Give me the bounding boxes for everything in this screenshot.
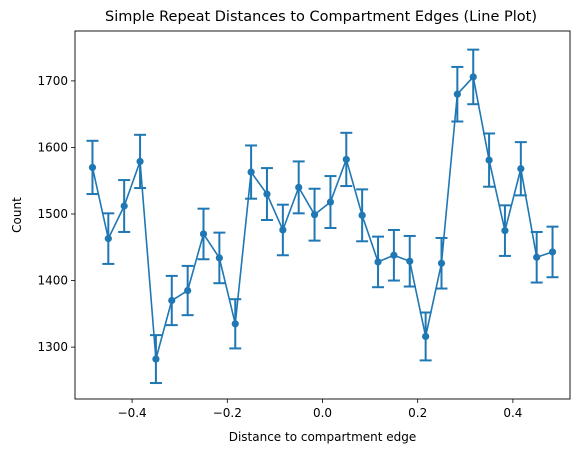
data-point xyxy=(184,286,192,295)
plot-area xyxy=(86,48,559,385)
data-point xyxy=(279,226,287,234)
plot-frame xyxy=(74,30,571,400)
data-point xyxy=(88,163,97,172)
data-point xyxy=(533,253,541,261)
x-tick-label: −0.2 xyxy=(213,406,242,420)
data-point xyxy=(120,202,128,210)
x-tick-label: 0.4 xyxy=(503,406,522,420)
data-point xyxy=(485,156,493,164)
data-point xyxy=(215,254,223,262)
chart-title: Simple Repeat Distances to Compartment E… xyxy=(105,9,537,25)
data-point xyxy=(263,190,271,198)
x-tick-label: 0.2 xyxy=(408,406,427,420)
data-point xyxy=(437,259,446,267)
data-point xyxy=(548,248,557,256)
data-point xyxy=(104,235,112,243)
y-tick-label: 1700 xyxy=(37,74,68,88)
series-line xyxy=(91,76,553,360)
y-tick-label: 1600 xyxy=(37,140,68,154)
data-point xyxy=(326,198,335,206)
x-tick-label: −0.4 xyxy=(118,406,147,420)
data-point xyxy=(390,251,398,259)
y-axis: 1300 1400 1500 1600 1700 xyxy=(37,74,75,354)
data-point xyxy=(453,90,461,98)
data-point xyxy=(422,332,430,341)
y-tick-label: 1300 xyxy=(37,340,68,354)
y-axis-title: Count xyxy=(10,197,24,233)
data-point xyxy=(199,230,208,238)
data-point xyxy=(247,168,255,176)
x-tick-label: 0.0 xyxy=(313,406,332,420)
data-point xyxy=(342,155,350,164)
data-point xyxy=(310,211,319,219)
data-point xyxy=(295,183,303,191)
y-tick-label: 1400 xyxy=(37,274,68,288)
data-point xyxy=(136,157,144,166)
data-point xyxy=(231,320,239,328)
data-point xyxy=(152,355,160,363)
data-point xyxy=(501,227,509,235)
data-point xyxy=(406,257,414,265)
y-tick-label: 1500 xyxy=(37,207,68,221)
data-point xyxy=(517,165,525,173)
data-point xyxy=(469,73,477,81)
data-point xyxy=(358,211,366,219)
data-point xyxy=(168,296,176,305)
x-axis-title: Distance to compartment edge xyxy=(229,430,417,444)
x-axis: −0.4 −0.2 0.0 0.2 0.4 xyxy=(118,399,522,420)
data-point xyxy=(374,258,382,266)
